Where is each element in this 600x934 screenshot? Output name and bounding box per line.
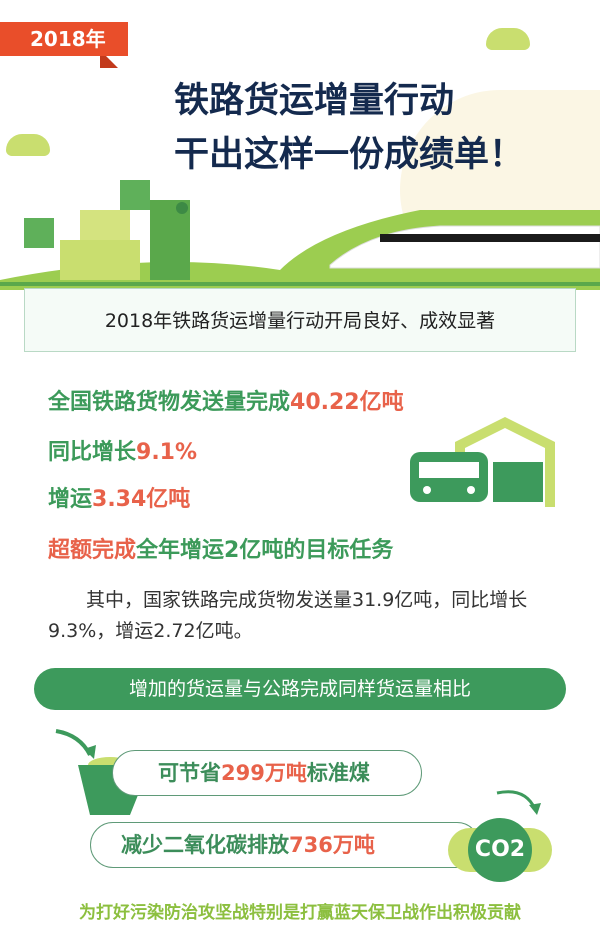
cloud-icon [6, 134, 50, 156]
carbon-reduction-pill: 减少二氧化碳排放736万吨 [90, 822, 480, 868]
title-line-1: 铁路货运增量行动 [174, 81, 455, 121]
year-badge: 2018年 [0, 22, 128, 56]
stat-shipment: 全国铁路货物发送量完成40.22亿吨 [48, 390, 404, 415]
train-warehouse-icon [410, 417, 555, 507]
page-title: 铁路货运增量行动 干出这样一份成绩单！ [174, 74, 524, 182]
stat-growth: 同比增长9.1% [48, 440, 198, 465]
coal-saving-pill: 可节省299万吨标准煤 [112, 750, 422, 796]
stat-target: 超额完成全年增运2亿吨的目标任务 [48, 538, 394, 563]
detail-paragraph: 其中，国家铁路完成货物发送量31.9亿吨，同比增长9.3%，增运2.72亿吨。 [48, 589, 528, 642]
cloud-icon [486, 28, 530, 50]
title-line-2: 干出这样一份成绩单！ [174, 135, 525, 175]
co2-icon: CO2 [468, 818, 532, 882]
stat-increase: 增运3.34亿吨 [48, 487, 191, 512]
footer-slogan: 为打好污染防治攻坚战特别是打赢蓝天保卫战作出积极贡献 [79, 903, 521, 923]
arrow-icon [496, 790, 541, 815]
compare-banner: 增加的货运量与公路完成同样货运量相比 [34, 668, 566, 710]
intro-box: 2018年铁路货运增量行动开局良好、成效显著 [24, 288, 576, 352]
freight-train-illustration [0, 180, 600, 290]
